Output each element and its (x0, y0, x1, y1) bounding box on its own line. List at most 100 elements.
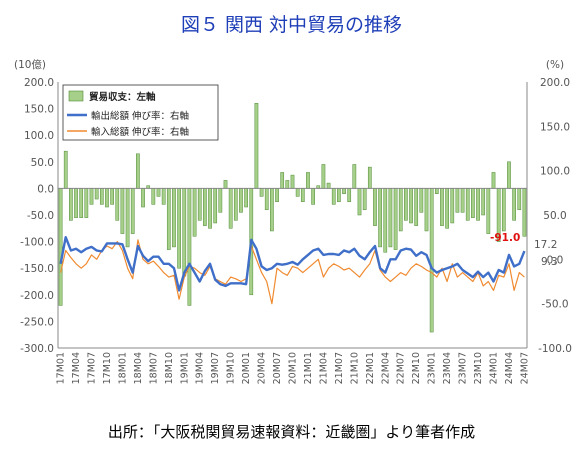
bar-balance (141, 188, 145, 208)
x-tick-label: 17M07 (87, 352, 98, 384)
bar-balance (321, 164, 326, 189)
bar-balance (450, 188, 455, 224)
line-import-growth (60, 239, 525, 305)
bar-balance (99, 188, 104, 205)
y-right-unit-label: (%) (546, 59, 564, 71)
axes-layer: 200.0 150.0 100.0 50.0 0.0 -50.0 -100.0 -150.0 -… (14, 58, 572, 384)
bar-balance (79, 188, 84, 218)
bar-balance (409, 188, 413, 224)
bar-balance (311, 188, 315, 205)
bar-balance (517, 188, 522, 210)
bar-balance (471, 188, 475, 218)
bar-balance (58, 188, 63, 306)
bar-balance (290, 174, 295, 189)
bar-balance (84, 188, 89, 218)
x-tick-label: 23M07 (458, 352, 469, 384)
bar-balance (213, 188, 218, 224)
x-tick-label: 24M01 (489, 352, 500, 384)
bar-balance (491, 172, 496, 189)
bar-balance (264, 188, 269, 210)
y-left-tick-label: 100.0 (24, 130, 54, 142)
x-tick-label: 18M01 (117, 352, 128, 384)
x-tick-label: 23M10 (473, 352, 484, 384)
x-tick-label: 17M10 (102, 352, 113, 384)
bar-balance (197, 188, 202, 221)
x-tick-label: 21M10 (349, 352, 360, 384)
bar-balance (362, 188, 367, 210)
bar-balance (136, 153, 140, 189)
x-tick-label: 19M07 (210, 352, 221, 384)
y-left-tick-label: -200.0 (20, 290, 54, 302)
y-left-tick-label: 200.0 (24, 77, 54, 89)
x-tick-label: 24M04 (504, 352, 515, 384)
y-right-tick-label: -50.0 (541, 299, 568, 311)
bar-balance (69, 188, 73, 221)
bar-balance (125, 188, 130, 248)
bar-balance (223, 180, 228, 189)
bar-balance (161, 188, 166, 205)
bar-balance (460, 188, 465, 213)
bar-balance (501, 188, 506, 232)
chart-title: 図５ 関西 対中貿易の推移 (180, 14, 403, 36)
bar-balance (306, 172, 310, 189)
x-tick-label: 22M10 (411, 352, 422, 384)
chart-svg: 200.0 150.0 100.0 50.0 0.0 -50.0 -100.0 -150.0 -… (14, 58, 572, 384)
annotation-import-latest: 9.3 (541, 256, 558, 268)
x-tick-label: 22M07 (396, 352, 407, 384)
bar-balance (404, 188, 408, 221)
bar-balance (275, 188, 279, 202)
bar-balance (373, 188, 377, 226)
bar-balance (254, 103, 259, 189)
bar-balance (172, 188, 176, 248)
bar-balance (182, 188, 187, 277)
bar-balance (156, 188, 161, 197)
bar-balance (300, 188, 305, 202)
bar-balance (120, 188, 125, 234)
x-tick-label: 22M01 (365, 352, 376, 384)
y-left-tick-label: 0.0 (37, 183, 54, 195)
bar-balance (239, 188, 243, 213)
y-right-tick-label: 150.0 (540, 121, 570, 133)
legend-label-balance: 貿易収支：左軸 (89, 91, 156, 103)
x-tick-label: 17M04 (71, 352, 82, 384)
x-tick-label: 19M01 (179, 352, 190, 384)
bar-balance (110, 188, 114, 205)
y-left-unit-label: (10億) (14, 58, 46, 71)
bar-balance (89, 188, 94, 205)
bar-balance (218, 188, 223, 213)
annotation-balance-latest: -91.0 (490, 232, 520, 244)
bar-balance (414, 188, 419, 226)
bar-balance (94, 188, 99, 200)
y-left-tick-label: -300.0 (20, 343, 54, 355)
x-tick-label: 18M07 (148, 352, 159, 384)
bar-balance (63, 150, 68, 189)
x-tick-label: 21M01 (303, 352, 314, 384)
bar-balance (398, 188, 403, 232)
bar-balance (130, 188, 135, 234)
bar-balance (115, 188, 120, 221)
bar-balance (507, 161, 511, 189)
annotation-export-latest: 17.2 (534, 239, 557, 251)
bar-balance (445, 188, 449, 229)
y-left-tick-label: 50.0 (31, 157, 54, 169)
bar-balance (367, 166, 372, 189)
x-tick-label: 17M01 (56, 352, 67, 384)
bar-balance (285, 180, 290, 189)
bar-balance (187, 188, 192, 306)
bar-balance (105, 188, 109, 208)
line-export-growth (59, 235, 526, 292)
bar-balance (74, 188, 78, 218)
bar-balance (465, 188, 470, 221)
y-right-tick-label: 100.0 (540, 166, 570, 178)
bar-balance (166, 188, 171, 250)
bar-balance (347, 188, 352, 202)
bar-balance (429, 188, 434, 333)
bar-balance (233, 188, 238, 221)
bar-balance (177, 188, 181, 269)
bar-balance (486, 188, 491, 234)
y-right-tick-label: 0.0 (547, 254, 564, 266)
bar-balance (259, 188, 264, 197)
bar-balance (383, 188, 388, 253)
bar-balance (440, 188, 444, 226)
